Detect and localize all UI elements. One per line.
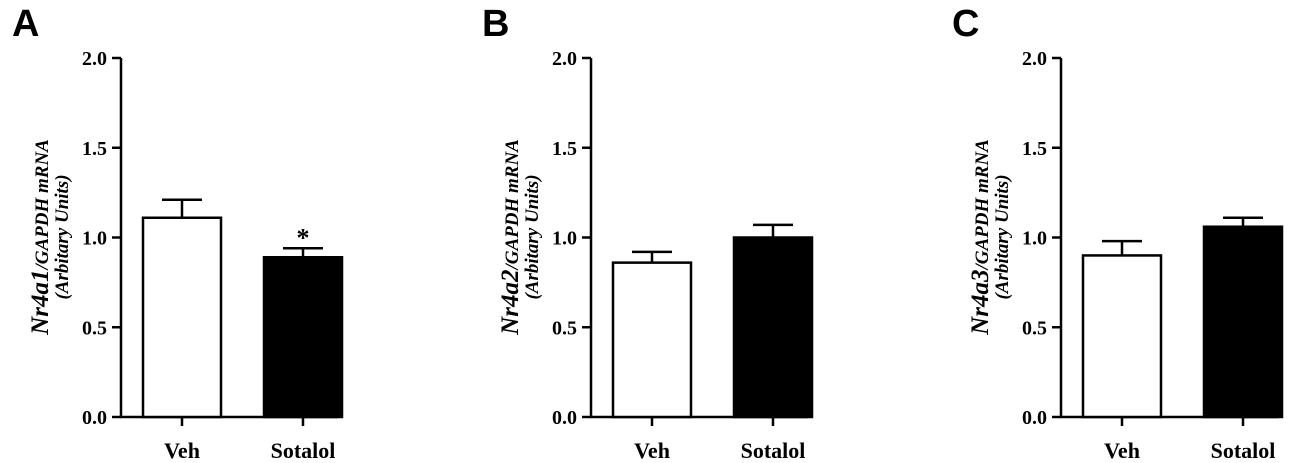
- bar-sotalol: [1202, 225, 1284, 419]
- y-axis-units-label: (Arbitary Units): [522, 174, 543, 299]
- y-tick-label: 2.0: [552, 48, 577, 70]
- y-tick-label: 0.5: [82, 317, 107, 339]
- y-axis-ratio-label: /GAPDH mRNA: [502, 139, 523, 271]
- y-tick-label: 1.5: [82, 138, 107, 160]
- y-axis-gene-label: Nr4a3: [967, 270, 994, 336]
- bar-veh: [141, 216, 223, 419]
- y-axis-label: Nr4a2/GAPDH mRNA: [497, 139, 524, 336]
- x-tick-label: Veh: [1104, 438, 1140, 463]
- y-tick-label: 0.5: [1022, 317, 1047, 339]
- y-tick-label: 2.0: [82, 48, 107, 70]
- y-axis-units-label: (Arbitary Units): [992, 174, 1013, 299]
- panel-letter: B: [482, 3, 509, 45]
- y-tick-label: 0.5: [552, 317, 577, 339]
- y-tick-label: 1.5: [552, 138, 577, 160]
- y-tick-label: 0.0: [82, 407, 107, 429]
- y-tick-label: 0.0: [1022, 407, 1047, 429]
- y-axis-ratio-label: /GAPDH mRNA: [972, 139, 993, 271]
- y-tick-label: 0.0: [552, 407, 577, 429]
- chart-panel-b: B Nr4a2/GAPDH mRNA (Arbitary Units) 0.0 0.5 1…: [482, 3, 814, 463]
- panel-letter: C: [952, 3, 979, 45]
- y-tick-label: 1.0: [552, 228, 577, 250]
- x-tick-label: Sotalol: [271, 438, 336, 463]
- chart-panel-c: C Nr4a3/GAPDH mRNA (Arbitary Units) 0.0 0.5 1…: [952, 3, 1284, 463]
- y-tick-label: 1.0: [82, 228, 107, 250]
- y-axis-label: Nr4a1/GAPDH mRNA: [27, 139, 54, 336]
- x-tick-label: Veh: [634, 438, 670, 463]
- y-tick-label: 2.0: [1022, 48, 1047, 70]
- bar-veh: [1081, 254, 1163, 419]
- x-tick-label: Sotalol: [741, 438, 806, 463]
- x-tick-label: Sotalol: [1211, 438, 1276, 463]
- panel-letter: A: [12, 3, 39, 45]
- chart-panel-a: A Nr4a1/GAPDH mRNA (Arbitary Units) 0.0 0.5 1…: [12, 3, 344, 463]
- x-tick-label: Veh: [164, 438, 200, 463]
- bar-sotalol: [732, 236, 814, 419]
- y-tick-label: 1.5: [1022, 138, 1047, 160]
- y-axis-label: Nr4a3/GAPDH mRNA: [967, 139, 994, 336]
- bar-sotalol: [262, 255, 344, 419]
- y-axis-gene-label: Nr4a2: [497, 270, 524, 336]
- significance-marker: *: [297, 223, 310, 252]
- y-axis-gene-label: Nr4a1: [27, 270, 54, 336]
- y-tick-label: 1.0: [1022, 228, 1047, 250]
- y-axis-units-label: (Arbitary Units): [52, 174, 73, 299]
- y-axis-ratio-label: /GAPDH mRNA: [32, 139, 53, 271]
- bar-veh: [611, 261, 693, 419]
